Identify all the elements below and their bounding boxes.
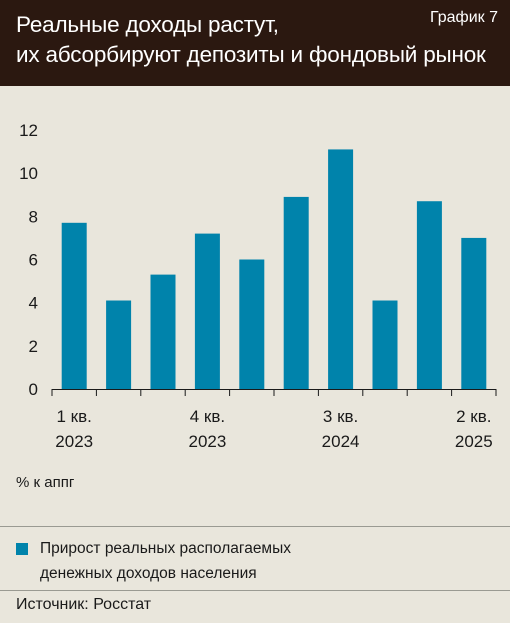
chart-title-line-2: их абсорбируют депозиты и фондовый рынок: [16, 42, 486, 67]
x-tick-label: 1 кв.: [57, 407, 92, 426]
source-divider: [0, 590, 510, 591]
y-tick-label: 0: [29, 380, 38, 399]
y-tick-label: 10: [19, 164, 38, 183]
chart-header: Реальные доходы растут, их абсорбируют д…: [0, 0, 510, 86]
x-tick-label: 2023: [188, 432, 226, 451]
bar: [328, 149, 354, 389]
y-tick-label: 2: [29, 337, 38, 356]
y-tick-label: 12: [19, 121, 38, 140]
legend-divider: [0, 526, 510, 527]
bar: [239, 259, 265, 389]
x-tick-label: 2025: [455, 432, 493, 451]
source-note: Источник: Росстат: [16, 596, 152, 613]
legend-swatch: [16, 543, 28, 555]
chart-title: Реальные доходы растут, их абсорбируют д…: [16, 10, 486, 70]
figure-number: График 7: [429, 9, 498, 26]
bar: [194, 233, 220, 389]
x-tick-label: 2024: [322, 432, 360, 451]
legend-label: Прирост реальных располагаемых денежных …: [40, 536, 360, 586]
bars: [61, 149, 487, 389]
x-tick-label: 2023: [55, 432, 93, 451]
bar: [416, 201, 442, 389]
legend-label-line-1: Прирост реальных располагаемых: [40, 540, 291, 557]
bar: [150, 274, 176, 389]
x-axis-ticks: [51, 389, 497, 396]
bar: [372, 300, 398, 389]
legend-label-line-2: денежных доходов населения: [40, 565, 257, 582]
bar: [61, 222, 87, 389]
x-tick-label: 3 кв.: [323, 407, 358, 426]
bar: [283, 196, 309, 389]
y-tick-label: 4: [29, 294, 38, 313]
y-tick-label: 6: [29, 251, 38, 270]
y-tick-label: 8: [29, 207, 38, 226]
unit-label: % к аппг: [16, 474, 75, 491]
bar: [461, 237, 487, 389]
bar-chart: 0 2 4 6 8 10 12 1 кв. 2023 4 кв. 2023 3 кв. 2024 2 к…: [19, 121, 497, 451]
x-tick-label: 4 кв.: [190, 407, 225, 426]
y-axis: 0 2 4 6 8 10 12: [19, 121, 38, 399]
chart-title-line-1: Реальные доходы растут,: [16, 12, 279, 37]
x-tick-label: 2 кв.: [456, 407, 491, 426]
x-axis-labels: 1 кв. 2023 4 кв. 2023 3 кв. 2024 2 кв. 2025: [55, 407, 492, 451]
bar: [106, 300, 132, 389]
